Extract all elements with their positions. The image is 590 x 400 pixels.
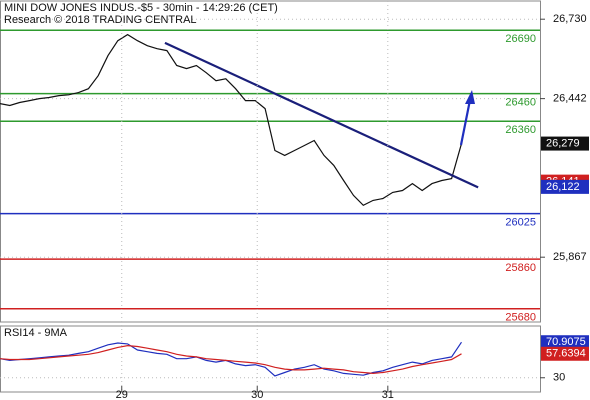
- y-tick-label: 26,730: [553, 13, 587, 25]
- chart-title: RSI14 - 9MA: [4, 327, 68, 339]
- level-label: 26025: [505, 217, 536, 229]
- level-label: 25680: [505, 312, 536, 324]
- price-tag-label: 26,279: [546, 137, 580, 149]
- level-label: 26460: [505, 97, 536, 109]
- trendline: [164, 41, 479, 189]
- y-tick-label: 30: [553, 372, 565, 384]
- panel: [0, 0, 541, 323]
- price-tag-label: 57.6394: [546, 348, 586, 360]
- price-line: [0, 33, 463, 207]
- price-tag: [541, 136, 589, 151]
- price-tag: [541, 346, 589, 361]
- x-tick-label: 31: [382, 389, 394, 400]
- price-tag-label: 70.9075: [546, 336, 586, 348]
- price-tag: [541, 335, 589, 350]
- x-tick-label: 30: [251, 389, 263, 400]
- y-tick-label: 26,442: [553, 93, 587, 105]
- level-label: 25860: [505, 262, 536, 274]
- level-label: 26690: [505, 33, 536, 45]
- forecast-arrow: [459, 99, 472, 146]
- forecast-arrow-head: [465, 90, 475, 104]
- price-line: [0, 341, 462, 377]
- x-tick-label: 29: [116, 389, 128, 400]
- price-line: [0, 344, 462, 375]
- price-tag: [541, 179, 589, 194]
- y-tick-label: 25,867: [553, 251, 587, 263]
- price-tag-label: 26,122: [546, 181, 580, 193]
- level-label: 26360: [505, 124, 536, 136]
- chart-title: MINI DOW JONES INDUS.-$5 - 30min - 14:29…: [4, 2, 278, 14]
- chart-subtitle: Research © 2018 TRADING CENTRAL: [4, 14, 197, 26]
